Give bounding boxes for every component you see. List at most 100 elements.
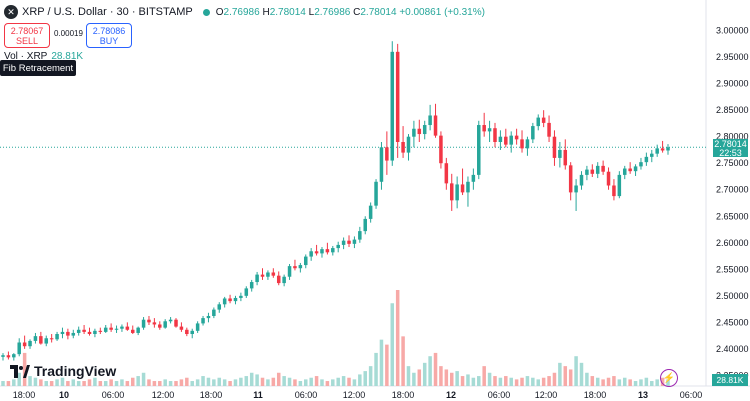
candle-body (660, 148, 665, 151)
volume-value: 28.81K (51, 51, 84, 62)
volume-bar (168, 381, 173, 386)
volume-bar (585, 372, 589, 386)
open-value: 2.76986 (223, 6, 260, 18)
price-tick-label: 2.45000 (716, 317, 749, 327)
volume-label: Vol · XRP (4, 51, 48, 62)
candle-body (601, 165, 605, 172)
volume-bar (368, 366, 373, 386)
candle-body (595, 165, 600, 174)
tradingview-logo[interactable]: TradingView (10, 363, 116, 379)
candle-body (1, 355, 5, 357)
volume-bar (66, 381, 70, 386)
volume-bar (363, 371, 367, 386)
volume-bar (498, 377, 503, 386)
candle-body (174, 319, 178, 327)
volume-bar (12, 379, 16, 386)
volume-bar (87, 379, 92, 386)
volume-bar (650, 381, 654, 386)
candle-body (428, 115, 432, 126)
candle-body (314, 251, 319, 254)
candle-body (455, 184, 459, 201)
candle-body (114, 328, 119, 330)
bar-countdown: 22:53 (719, 148, 742, 158)
volume-bar (158, 381, 162, 386)
price-tick-label: 2.50000 (716, 291, 749, 301)
candle-body (125, 326, 130, 330)
volume-bar (493, 376, 497, 386)
candle-body (509, 135, 513, 145)
candle-body (639, 162, 643, 167)
candle-body (304, 256, 308, 266)
low-label: L (308, 6, 315, 18)
candle-body (363, 218, 367, 232)
candle-body (336, 244, 340, 249)
candle-body (628, 168, 632, 172)
bar-replay-icon[interactable]: ⚡ (660, 369, 678, 387)
candle-body (352, 239, 357, 244)
volume-bar (341, 376, 346, 386)
candle-body (249, 282, 254, 289)
volume-bar (412, 372, 416, 386)
volume-bar (6, 381, 11, 386)
spread-value: 0.00019 (54, 29, 83, 38)
volume-bar (271, 377, 276, 386)
volume-bar (114, 381, 119, 386)
price-tick-label: 2.75000 (716, 158, 749, 168)
candle-body (76, 329, 81, 333)
candle-body (444, 163, 449, 184)
time-tick-label: 10 (59, 390, 69, 400)
volume-bar (509, 377, 513, 386)
candle-body (293, 266, 297, 269)
candle-body (374, 181, 378, 206)
candle-body (244, 288, 249, 296)
candle-body (120, 326, 124, 329)
time-tick-label: 12 (446, 390, 456, 400)
candle-body (55, 334, 59, 340)
volume-bar (574, 356, 578, 386)
volume-bar (60, 377, 65, 386)
candle-body (655, 148, 659, 154)
volume-bar (514, 379, 519, 386)
candle-body (633, 166, 638, 172)
last-volume-label: 28.81K (712, 374, 748, 386)
candle-body (212, 309, 216, 316)
volume-bar (304, 379, 308, 386)
volume-bar (120, 379, 124, 386)
volume-bar (195, 379, 200, 386)
volume-bar (617, 379, 622, 386)
volume-bar (622, 377, 627, 386)
volume-bar (374, 352, 378, 386)
volume-bar (217, 377, 222, 386)
volume-bar (222, 379, 227, 386)
candle-body (271, 272, 276, 276)
candle-body (547, 122, 551, 137)
candle-body (298, 265, 303, 269)
symbol-title[interactable]: XRP / U.S. Dollar · 30 · BITSTAMP (22, 6, 193, 18)
buy-button[interactable]: 2.78086 BUY (86, 23, 132, 48)
volume-legend[interactable]: Vol · XRP 28.81K (4, 51, 83, 62)
candle-body (309, 251, 313, 257)
candle-body (98, 330, 103, 332)
candle-body (33, 336, 38, 341)
volume-bar (520, 377, 524, 386)
volume-bar (174, 381, 178, 386)
volume-bar (71, 379, 76, 386)
candle-body (217, 304, 222, 310)
candle-body (525, 139, 530, 149)
candle-body (82, 329, 86, 332)
time-tick-label: 06:00 (295, 390, 318, 400)
volume-bar (147, 379, 151, 386)
time-tick-label: 12:00 (343, 390, 366, 400)
volume-bar (39, 379, 43, 386)
candle-body (6, 355, 11, 358)
candle-body (471, 174, 476, 182)
candle-body (579, 174, 584, 186)
symbol-header: ✕ XRP / U.S. Dollar · 30 · BITSTAMP O2.7… (4, 3, 485, 21)
volume-bar (347, 377, 351, 386)
volume-bar (633, 381, 638, 386)
volume-bar (320, 379, 324, 386)
volume-bar (309, 377, 313, 386)
volume-bar (395, 290, 400, 386)
sell-button[interactable]: 2.78067 SELL (4, 23, 50, 48)
